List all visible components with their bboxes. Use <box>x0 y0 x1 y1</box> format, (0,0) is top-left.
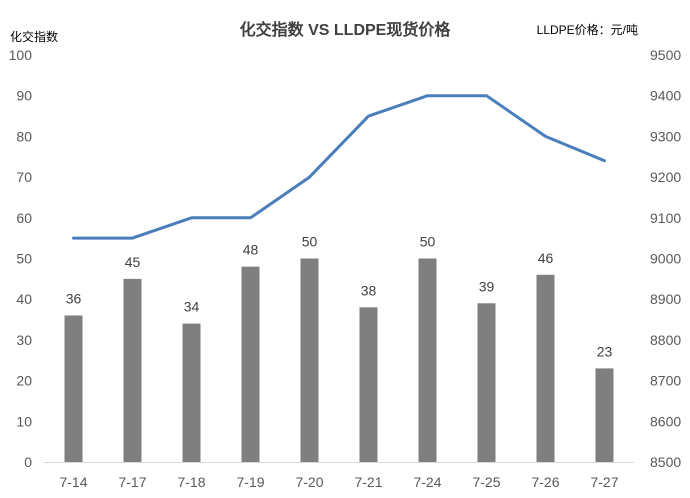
left-tick-label: 20 <box>16 373 32 389</box>
x-tick-label: 7-14 <box>59 474 87 490</box>
x-tick-label: 7-25 <box>472 474 500 490</box>
right-tick-label: 9200 <box>650 169 681 185</box>
right-tick-label: 8900 <box>650 291 681 307</box>
x-tick-label: 7-18 <box>177 474 205 490</box>
x-tick-label: 7-17 <box>118 474 146 490</box>
left-tick-label: 100 <box>9 47 33 63</box>
right-tick-label: 9100 <box>650 210 681 226</box>
bar <box>595 368 614 462</box>
right-tick-label: 8800 <box>650 332 681 348</box>
right-tick-label: 8700 <box>650 373 681 389</box>
left-tick-label: 60 <box>16 210 32 226</box>
left-tick-label: 50 <box>16 251 32 267</box>
bar <box>241 266 260 462</box>
x-tick-label: 7-27 <box>590 474 618 490</box>
bar <box>418 258 437 462</box>
bar-data-label: 39 <box>479 278 495 294</box>
bar-data-label: 50 <box>302 234 318 250</box>
right-tick-label: 9000 <box>650 251 681 267</box>
left-tick-label: 0 <box>24 454 32 470</box>
right-tick-label: 8600 <box>650 413 681 429</box>
bar-data-label: 48 <box>243 242 259 258</box>
left-tick-label: 40 <box>16 291 32 307</box>
left-tick-label: 80 <box>16 128 32 144</box>
chart-title: 化交指数 VS LLDPE现货价格 <box>239 22 451 39</box>
bar-data-label: 36 <box>66 290 82 306</box>
right-tick-label: 9400 <box>650 88 681 104</box>
bar <box>300 258 319 462</box>
left-tick-label: 30 <box>16 332 32 348</box>
left-axis-label: 化交指数 <box>10 30 59 44</box>
bar <box>64 315 83 462</box>
bar-data-label: 23 <box>597 343 613 359</box>
x-tick-label: 7-20 <box>295 474 323 490</box>
x-tick-label: 7-24 <box>413 474 441 490</box>
x-tick-label: 7-21 <box>354 474 382 490</box>
right-axis-label: LLDPE价格：元/吨 <box>536 23 638 37</box>
bar-data-label: 38 <box>361 282 377 298</box>
x-tick-label: 7-19 <box>236 474 264 490</box>
right-tick-label: 9300 <box>650 128 681 144</box>
x-tick-label: 7-26 <box>531 474 559 490</box>
bar <box>123 278 142 462</box>
bar-data-label: 45 <box>125 254 141 270</box>
bar <box>182 323 201 462</box>
left-tick-label: 10 <box>16 413 32 429</box>
left-tick-label: 90 <box>16 88 32 104</box>
bar <box>477 303 496 462</box>
bar <box>536 274 555 462</box>
left-tick-label: 70 <box>16 169 32 185</box>
bar-data-label: 46 <box>538 250 554 266</box>
right-tick-label: 8500 <box>650 454 681 470</box>
bar <box>359 307 378 462</box>
right-tick-label: 9500 <box>650 47 681 63</box>
bar-data-label: 50 <box>420 234 436 250</box>
bar-data-label: 34 <box>184 299 200 315</box>
price-line <box>72 94 606 240</box>
